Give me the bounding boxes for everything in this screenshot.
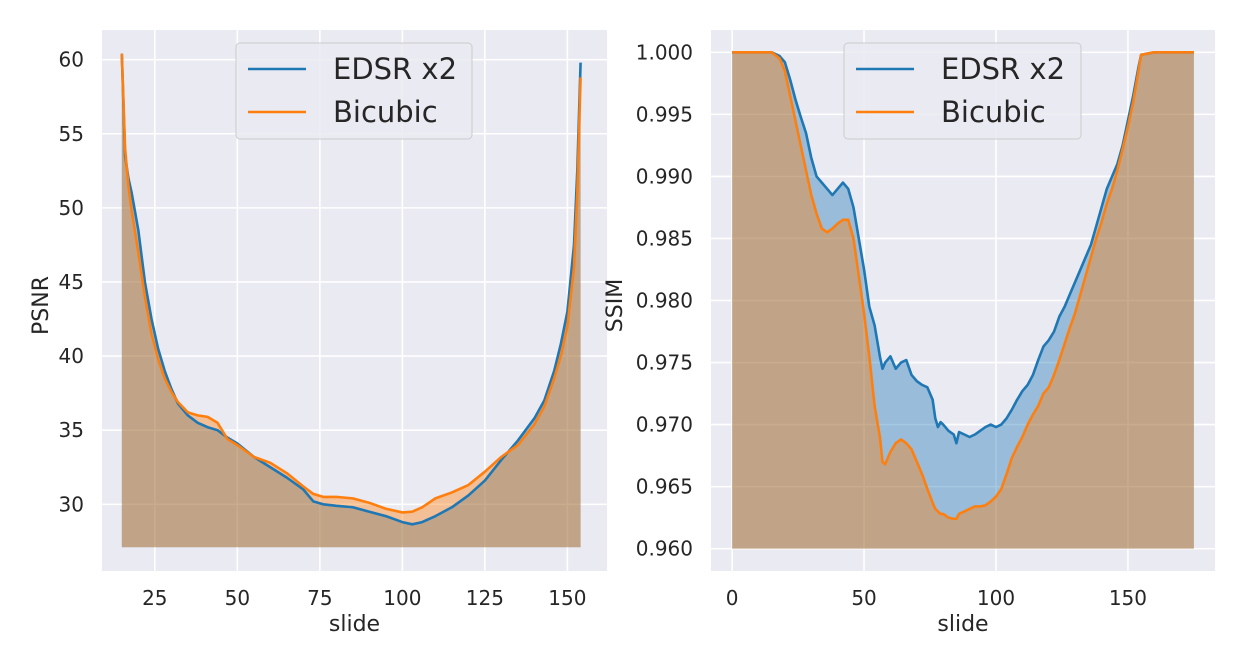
ssim-tick-labels: 0 50 100 150 0.960 0.965 0.970 0.975 0.980 0.985 0… [636, 40, 1147, 610]
ssim-legend-label-bicubic: Bicubic [941, 95, 1046, 129]
psnr-y-axis-label: PSNR [29, 276, 54, 335]
ssim-legend: EDSR x2 Bicubic [843, 42, 1082, 140]
psnr-tick-labels: 25 50 75 100 125 150 30 35 40 45 50 55 60 [59, 48, 587, 610]
ssim-fills [732, 52, 1194, 549]
ssim-x-tick-label: 0 [726, 586, 739, 610]
psnr-legend-box [235, 42, 473, 140]
ssim-y-tick-label: 0.970 [636, 413, 693, 437]
ssim-x-tick-label: 50 [851, 586, 876, 610]
ssim-y-tick-label: 0.985 [636, 226, 693, 250]
psnr-legend: EDSR x2 Bicubic [235, 42, 473, 140]
ssim-x-axis-label: slide [937, 612, 988, 637]
ssim-panel: 0 50 100 150 0.960 0.965 0.970 0.975 0.980 0.985 0… [603, 30, 1215, 637]
psnr-y-tick-label: 40 [59, 344, 84, 368]
psnr-x-tick-label: 100 [383, 586, 421, 610]
ssim-lines [732, 51, 1194, 521]
psnr-fill-bicubic [121, 53, 581, 548]
psnr-y-tick-label: 55 [59, 122, 84, 146]
psnr-y-tick-label: 45 [59, 270, 84, 294]
ssim-y-tick-label: 0.980 [636, 289, 693, 313]
ssim-y-tick-label: 0.965 [636, 475, 693, 499]
psnr-legend-label-edsr: EDSR x2 [333, 52, 457, 86]
psnr-legend-label-bicubic: Bicubic [333, 95, 438, 129]
psnr-fill-edsr [121, 53, 581, 548]
ssim-legend-box [843, 42, 1082, 140]
ssim-line-bicubic [732, 51, 1194, 521]
ssim-line-edsr [732, 51, 1194, 445]
psnr-x-tick-label: 50 [225, 586, 250, 610]
psnr-y-tick-label: 30 [59, 492, 84, 516]
psnr-y-tick-label: 35 [59, 418, 84, 442]
ssim-y-tick-label: 0.960 [636, 537, 693, 561]
ssim-fill-bicubic [732, 52, 1194, 549]
ssim-y-tick-label: 0.995 [636, 102, 693, 126]
psnr-x-tick-label: 125 [466, 586, 504, 610]
psnr-x-axis-label: slide [329, 612, 380, 637]
psnr-x-tick-label: 25 [142, 586, 167, 610]
ssim-y-tick-label: 0.975 [636, 351, 693, 375]
psnr-line-edsr [120, 53, 582, 526]
psnr-y-tick-label: 60 [59, 48, 84, 72]
ssim-x-tick-label: 150 [1109, 586, 1147, 610]
psnr-x-tick-label: 150 [548, 586, 586, 610]
ssim-fill-edsr [732, 52, 1194, 549]
psnr-lines [120, 53, 582, 526]
ssim-y-axis-label: SSIM [603, 279, 628, 332]
ssim-y-tick-label: 0.990 [636, 164, 693, 188]
psnr-x-tick-label: 75 [307, 586, 332, 610]
ssim-legend-label-edsr: EDSR x2 [941, 52, 1065, 86]
psnr-y-tick-label: 50 [59, 196, 84, 220]
psnr-fills [121, 53, 581, 548]
psnr-line-bicubic [120, 53, 582, 514]
ssim-x-tick-label: 100 [977, 586, 1015, 610]
ssim-y-tick-label: 1.000 [636, 40, 693, 64]
psnr-panel: 25 50 75 100 125 150 30 35 40 45 50 55 60 slide PSNR… [29, 30, 607, 637]
